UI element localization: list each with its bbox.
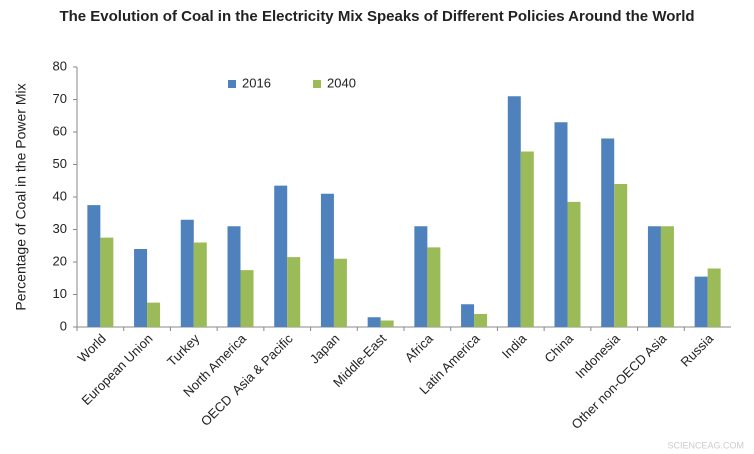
bar: [414, 226, 428, 327]
y-tick-label: 80: [53, 58, 67, 73]
bar: [647, 226, 661, 327]
y-tick-label: 0: [60, 318, 67, 333]
legend-label: 2016: [242, 75, 271, 90]
bar: [274, 185, 288, 327]
y-tick-label: 60: [53, 123, 67, 138]
x-tick-label: Japan: [307, 331, 343, 367]
bar: [287, 257, 301, 327]
bar: [567, 201, 581, 327]
bar: [87, 205, 101, 327]
bar: [461, 304, 475, 327]
bar: [180, 219, 194, 327]
bar: [147, 302, 161, 327]
bar: [694, 276, 708, 327]
y-tick-label: 10: [53, 286, 67, 301]
y-tick-label: 70: [53, 91, 67, 106]
bar: [554, 122, 568, 327]
bar: [520, 151, 534, 327]
bar: [240, 270, 254, 327]
legend-swatch: [313, 80, 321, 88]
bar: [614, 184, 628, 327]
bar: [507, 96, 521, 327]
bar: [333, 258, 347, 327]
x-tick-label: Other non-OECD Asia: [568, 330, 670, 432]
chart-title: The Evolution of Coal in the Electricity…: [59, 8, 694, 25]
x-tick-label: India: [499, 330, 530, 361]
bar: [707, 268, 721, 327]
bar: [320, 193, 334, 327]
bar: [474, 314, 488, 327]
x-tick-label: China: [541, 330, 576, 365]
x-tick-label: Turkey: [164, 331, 203, 370]
bar: [227, 226, 241, 327]
y-axis-label: Percentage of Coal in the Power Mix: [13, 83, 29, 310]
y-tick-label: 20: [53, 253, 67, 268]
y-tick-label: 40: [53, 188, 67, 203]
y-tick-label: 30: [53, 221, 67, 236]
x-tick-label: OECD Asia & Pacific: [198, 331, 296, 429]
x-tick-label: Russia: [677, 330, 716, 369]
bar: [427, 247, 441, 327]
watermark: SCIENCEAG.COM: [667, 440, 744, 450]
x-tick-label: World: [74, 331, 108, 365]
bar: [367, 317, 381, 327]
bar: [660, 226, 674, 327]
legend-label: 2040: [327, 75, 356, 90]
bar: [100, 237, 114, 327]
x-tick-label: Africa: [402, 330, 437, 365]
legend-swatch: [228, 80, 236, 88]
y-tick-label: 50: [53, 156, 67, 171]
bar: [193, 242, 207, 327]
bar: [601, 138, 615, 327]
bar: [380, 320, 394, 327]
bar: [134, 249, 148, 327]
